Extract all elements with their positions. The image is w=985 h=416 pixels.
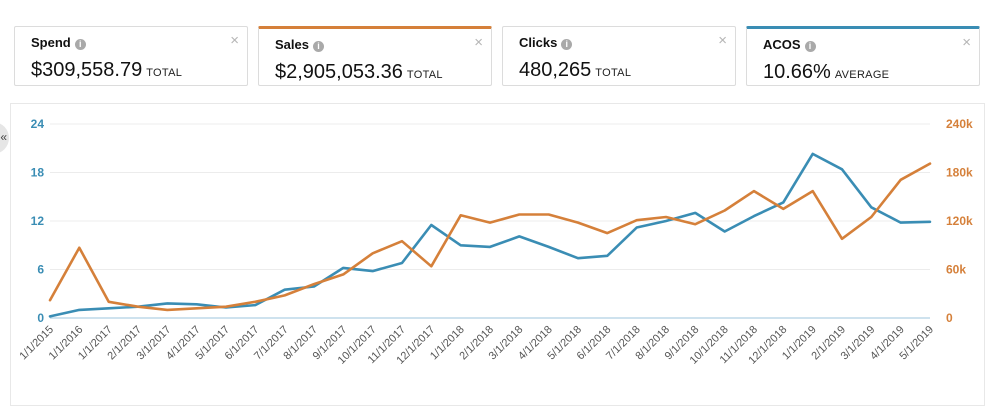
y-left-tick-label: 12 [31,214,45,228]
y-right-tick-label: 180k [946,166,973,180]
metric-card-sales[interactable]: Sales i × $2,905,053.36 TOTAL [258,26,492,86]
acos-series-line [48,152,932,318]
y-left-tick-label: 0 [37,311,44,325]
close-icon[interactable]: × [474,34,483,51]
metric-label: Spend i [31,35,86,50]
metric-label: Clicks i [519,35,573,50]
info-icon[interactable]: i [561,39,573,50]
metric-label: Sales i [275,37,324,52]
y-right-tick-label: 0 [946,311,953,325]
metric-value: $2,905,053.36 TOTAL [275,61,443,83]
sales-series-line [48,162,932,312]
y-left-tick-label: 18 [31,166,45,180]
metric-value: $309,558.79 TOTAL [31,59,183,81]
close-icon[interactable]: × [718,32,727,49]
y-left-tick-label: 24 [31,117,45,131]
close-icon[interactable]: × [230,32,239,49]
y-right-tick-label: 240k [946,117,973,131]
metric-card-clicks[interactable]: Clicks i × 480,265 TOTAL [502,26,736,86]
metric-value: 10.66% AVERAGE [763,61,890,83]
info-icon[interactable]: i [312,41,324,52]
y-right-tick-label: 60k [946,263,966,277]
metric-cards: Spend i × $309,558.79 TOTAL Sales i × $2,90… [14,26,980,88]
close-icon[interactable]: × [962,34,971,51]
y-left-tick-label: 6 [37,263,44,277]
metric-card-spend[interactable]: Spend i × $309,558.79 TOTAL [14,26,248,86]
info-icon[interactable]: i [804,41,816,52]
info-icon[interactable]: i [74,39,86,50]
metric-value: 480,265 TOTAL [519,59,632,81]
y-right-tick-label: 120k [946,214,973,228]
metric-card-acos[interactable]: ACOS i × 10.66% AVERAGE [746,26,980,86]
collapse-arrow-icon[interactable]: « [0,122,9,154]
chart-panel [10,103,985,406]
metric-label: ACOS i [763,37,816,52]
